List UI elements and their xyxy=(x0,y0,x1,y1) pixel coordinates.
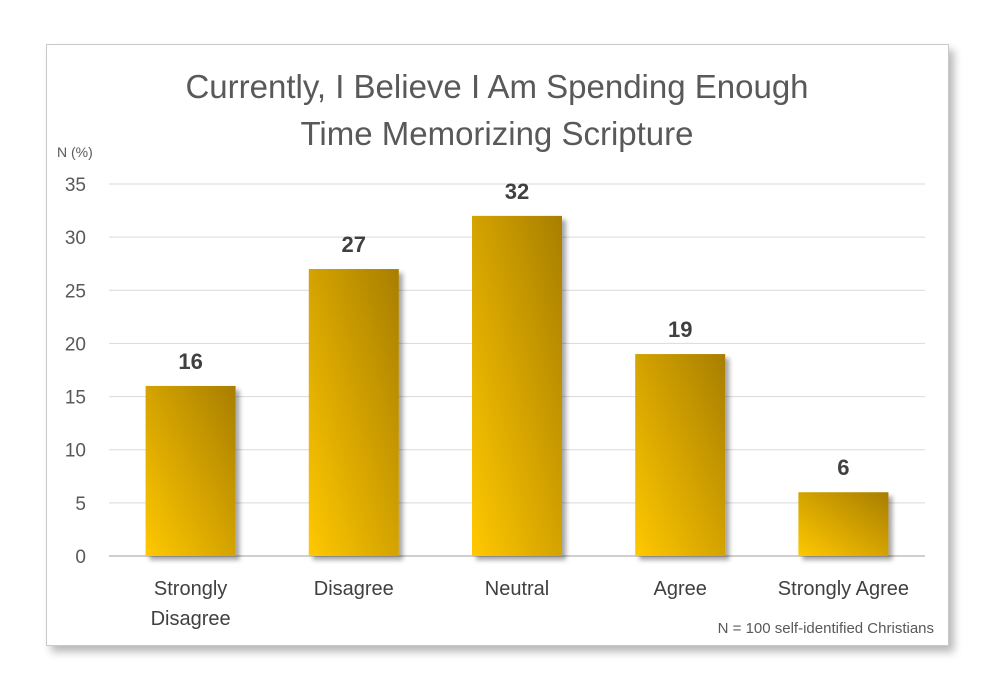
bar xyxy=(308,269,399,556)
y-axis-unit-label: N (%) xyxy=(57,144,93,160)
chart-title-line-1: Currently, I Believe I Am Spending Enoug… xyxy=(185,68,808,105)
x-category-label: Neutral xyxy=(485,578,549,600)
bar xyxy=(635,354,726,556)
x-category-label: Strongly Agree xyxy=(778,578,909,600)
bar-value-label: 6 xyxy=(837,455,849,480)
x-category-label: Agree xyxy=(654,578,707,600)
bar-value-label: 16 xyxy=(178,349,202,374)
x-category-label: Strongly xyxy=(154,578,227,600)
y-tick-label: 35 xyxy=(65,175,86,196)
bars xyxy=(145,215,889,556)
y-tick-label: 20 xyxy=(65,334,86,355)
y-tick-label: 25 xyxy=(65,281,86,302)
bar-value-label: 32 xyxy=(505,179,529,204)
y-tick-label: 0 xyxy=(75,547,86,568)
x-axis-categories: Strongly Disagree Disagree Neutral Agree Stro… xyxy=(151,578,909,630)
sample-size-footnote: N = 100 self-identified Christians xyxy=(718,620,934,637)
x-category-label: Disagree xyxy=(151,608,231,630)
chart-title-line-2: Time Memorizing Scripture xyxy=(300,115,693,152)
x-category-label: Disagree xyxy=(314,578,394,600)
y-tick-label: 30 xyxy=(65,228,86,249)
bar-value-label: 19 xyxy=(668,317,692,342)
y-tick-label: 10 xyxy=(65,441,86,462)
bar xyxy=(798,492,889,556)
bar xyxy=(472,215,562,556)
y-tick-label: 5 xyxy=(75,494,86,515)
bar-value-label: 27 xyxy=(342,232,366,257)
data-labels: 16 27 32 19 6 xyxy=(178,179,849,480)
y-tick-label: 15 xyxy=(65,388,86,409)
y-axis-ticks: 0 5 10 15 20 25 30 35 xyxy=(65,175,86,568)
bar xyxy=(145,385,236,556)
